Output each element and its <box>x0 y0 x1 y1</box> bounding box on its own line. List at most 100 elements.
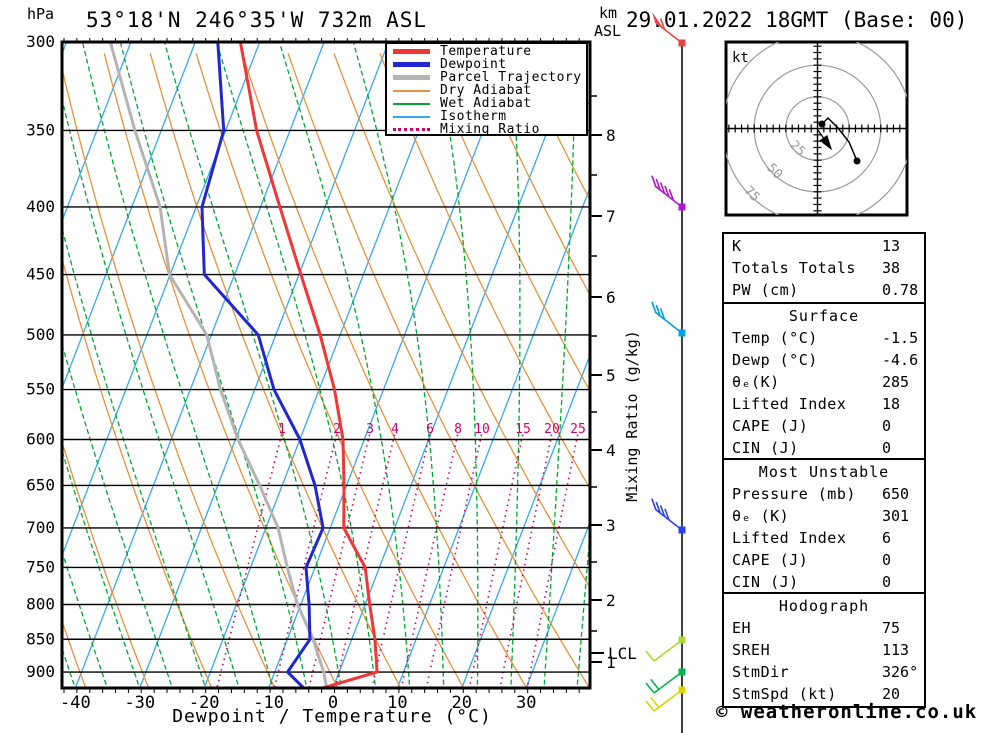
stats-row-value: 75 <box>882 619 901 637</box>
mixing-ratio-value-label: 20 <box>544 422 560 437</box>
pressure-tick-label: 800 <box>26 594 55 613</box>
legend-swatch-isotherm <box>393 115 430 118</box>
legend-item: Wet Adiabat <box>393 97 586 110</box>
asl-axis-unit: ASL <box>594 22 622 40</box>
pressure-tick-label: 450 <box>26 265 55 284</box>
temperature-tick-label: 10 <box>387 693 407 713</box>
stats-table-surface: Surface Temp (°C) -1.5 Dewp (°C) -4.6 θₑ(K) 28… <box>722 302 926 462</box>
stats-row-label: CAPE (J) <box>732 417 809 435</box>
stats-row-value: 0 <box>882 417 892 435</box>
temperature-tick-label: -10 <box>253 693 284 713</box>
stats-row-value: 650 <box>882 485 910 503</box>
stats-table-title: Hodograph <box>778 597 870 615</box>
legend-swatch-dewpoint <box>393 62 430 67</box>
km-tick-label: 8 <box>606 126 616 145</box>
legend-item: Temperature <box>393 45 586 58</box>
legend-label: Parcel Trajectory <box>440 70 582 85</box>
mixing-ratio-value-label: 1 <box>278 422 286 437</box>
temperature-tick-label: -20 <box>189 693 220 713</box>
mixing-ratio-axis-label: Mixing Ratio (g/kg) <box>623 330 641 502</box>
legend-label: Mixing Ratio <box>440 122 540 137</box>
stats-row-value: 0 <box>882 573 892 591</box>
stats-row-label: CIN (J) <box>732 573 799 591</box>
wind-barb <box>645 636 686 662</box>
km-tick-label: 7 <box>606 207 616 226</box>
wind-level-dot <box>678 329 686 337</box>
pressure-tick-label: 850 <box>26 629 55 648</box>
stats-row: CAPE (J) 0 <box>724 549 924 571</box>
parcel-trajectory-curve-path <box>108 42 329 688</box>
mixing-ratio-labels: 1 2 3 4 6 8 10 15 20 25 <box>278 422 586 437</box>
stats-row: Lifted Index 6 <box>724 527 924 549</box>
stats-row-value: 13 <box>882 237 901 255</box>
mixing-ratio-lines <box>216 434 579 688</box>
legend-label: Isotherm <box>440 109 507 124</box>
wind-barb <box>651 301 686 337</box>
legend: Temperature Dewpoint Parcel Trajectory Dry … <box>385 42 588 136</box>
stats-row-label: StmDir <box>732 663 790 681</box>
stats-row-label: Lifted Index <box>732 395 847 413</box>
pressure-tick-label: 700 <box>26 518 55 537</box>
stats-table-most-unstable: Most Unstable Pressure (mb) 650 θₑ (K) 301 Li… <box>722 458 926 596</box>
legend-swatch-dry_adiabat <box>393 89 430 92</box>
km-tick-label: 4 <box>606 441 616 460</box>
stats-row-label: SREH <box>732 641 771 659</box>
mixing-ratio-value-label: 3 <box>366 422 374 437</box>
mixing-ratio-value-label: 25 <box>570 422 586 437</box>
temperature-tick-label: 30 <box>516 693 536 713</box>
stats-row-label: Totals Totals <box>732 259 856 277</box>
pressure-tick-label: 900 <box>26 662 55 681</box>
stats-row: CAPE (J) 0 <box>724 415 924 437</box>
pressure-tick-label: 600 <box>26 430 55 449</box>
pressure-grid-lines <box>62 129 590 673</box>
stats-row: θₑ (K) 301 <box>724 505 924 527</box>
stats-table-title: Surface <box>788 307 860 325</box>
stats-row-value: 18 <box>882 395 901 413</box>
temperature-tick-label: -30 <box>124 693 155 713</box>
temperature-tick-label: 20 <box>452 693 472 713</box>
stats-row-value: 285 <box>882 373 910 391</box>
stats-row-value: 113 <box>882 641 910 659</box>
lcl-label: LCL <box>608 644 637 663</box>
pressure-tick-label: 750 <box>26 557 55 576</box>
legend-item: Parcel Trajectory <box>393 71 586 84</box>
dewpoint-curve <box>200 42 325 688</box>
hodograph-trace <box>821 116 858 162</box>
legend-item: Dry Adiabat <box>393 84 586 97</box>
pressure-tick-labels: 300 350 400 450 500 550 600 650 700 750 800 850 900 <box>26 32 55 681</box>
copyright-credit: © weatheronline.co.uk <box>716 701 978 723</box>
pressure-axis-unit: hPa <box>27 5 55 23</box>
wind-level-dot <box>678 39 686 47</box>
stats-row: CIN (J) 0 <box>724 571 924 593</box>
mixing-ratio-value-label: 10 <box>474 422 490 437</box>
wind-level-dot <box>678 636 686 644</box>
stats-row-label: Pressure (mb) <box>732 485 856 503</box>
pressure-tick-label: 500 <box>26 325 55 344</box>
km-tick-label: 3 <box>606 516 616 535</box>
stats-row: K 13 <box>724 235 924 257</box>
wind-barb-column <box>645 12 686 733</box>
stats-row-value: 301 <box>882 507 910 525</box>
storm-motion-arrowhead <box>819 135 833 151</box>
wind-barb <box>645 668 686 694</box>
stats-row: Pressure (mb) 650 <box>724 483 924 505</box>
stats-row: Temp (°C) -1.5 <box>724 327 924 349</box>
wet-adiabat-lines <box>62 42 590 685</box>
pressure-tick-label: 550 <box>26 380 55 399</box>
stats-row-value: 0.78 <box>882 281 919 299</box>
stats-row-value: 38 <box>882 259 901 277</box>
dewpoint-curve-path <box>200 42 325 688</box>
stats-row-label: CAPE (J) <box>732 551 809 569</box>
stats-row-label: θₑ (K) <box>732 507 790 525</box>
stats-row: Totals Totals 38 <box>724 257 924 279</box>
pressure-tick-label: 400 <box>26 197 55 216</box>
mixing-ratio-value-label: 8 <box>454 422 462 437</box>
hodograph-unit-label: kt <box>732 50 749 66</box>
chart-border <box>60 40 592 690</box>
temperature-tick-label: 0 <box>328 693 338 713</box>
minor-ticks <box>63 38 580 693</box>
legend-item: Mixing Ratio <box>393 123 586 136</box>
stats-row: θₑ(K) 285 <box>724 371 924 393</box>
